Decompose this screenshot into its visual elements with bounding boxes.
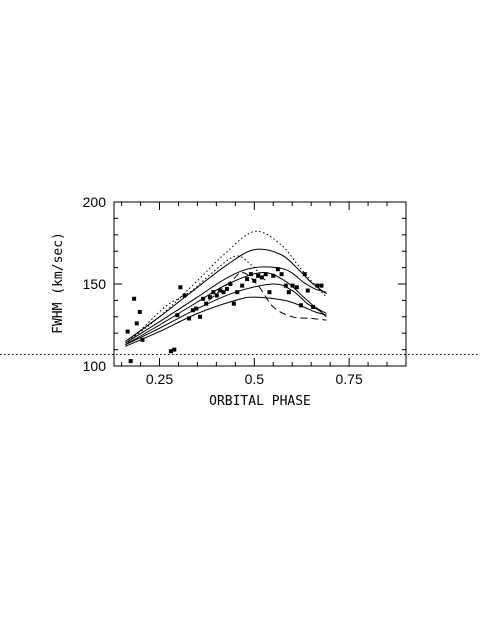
axis-labels: ORBITAL PHASE FWHM (km/sec) [51,232,311,409]
data-point [214,293,219,298]
data-point [134,321,139,326]
data-point [231,301,236,306]
data-point [271,273,276,278]
data-point [286,290,291,295]
data-point [235,290,240,295]
data-point [178,285,183,290]
y-tick-label: 100 [83,358,107,374]
data-point [311,304,316,309]
data-point [194,306,199,311]
data-point [228,282,233,286]
data-point [201,296,206,301]
x-tick-label: 0.75 [335,371,362,387]
model-curve-7 [208,271,327,321]
data-point [305,288,310,293]
x-tick-label: 0.25 [146,371,173,387]
x-tick-label: 0.5 [245,371,265,387]
data-point [221,290,226,295]
data-point [240,283,245,288]
data-point [245,277,250,282]
data-point [279,272,284,277]
data-point [256,273,261,278]
plot-frame [113,201,407,367]
data-points [125,267,324,364]
data-point [182,293,187,298]
data-point [211,290,216,295]
data-point [298,303,303,308]
model-curve-2 [125,248,327,342]
data-point [168,349,173,354]
data-point [125,329,130,334]
data-point [263,272,268,277]
data-point [252,278,257,283]
y-tick-label: 150 [83,276,107,292]
model-curves [125,230,327,347]
data-point [128,359,133,364]
data-point [283,283,288,288]
x-axis-title: ORBITAL PHASE [209,394,311,409]
data-point [275,267,280,272]
data-point [140,337,145,342]
axes: 0.25 0.5 0.75 100 150 200 [0,194,480,387]
data-point [259,275,264,280]
data-point [248,272,253,277]
data-point [290,283,295,288]
model-curve-8 [125,255,267,346]
data-point [315,283,320,288]
model-curve-6 [125,296,327,347]
data-point [319,283,324,288]
data-point [302,272,307,277]
data-point [204,301,209,306]
model-curve-5 [125,283,327,346]
data-point [187,316,192,321]
data-point [132,296,137,301]
model-curve-3 [125,266,327,344]
y-tick-label: 200 [83,194,107,210]
model-curve-4 [125,271,327,346]
data-point [207,295,212,300]
data-point [175,313,180,318]
data-point [267,290,272,295]
model-curve-1 [125,230,327,344]
data-point [294,285,299,290]
y-axis-title: FWHM (km/sec) [51,232,66,334]
data-point [218,288,223,293]
data-point [172,347,177,352]
data-point [137,309,142,314]
data-point [190,308,195,313]
data-point [225,286,230,291]
data-point [198,314,203,319]
